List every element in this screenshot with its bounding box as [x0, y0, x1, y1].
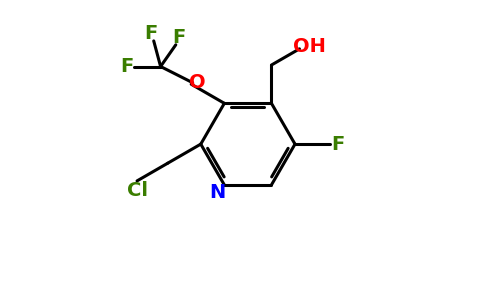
Text: F: F — [172, 28, 185, 47]
Text: Cl: Cl — [126, 181, 148, 200]
Text: F: F — [120, 57, 134, 76]
Text: OH: OH — [293, 37, 326, 56]
Text: F: F — [332, 135, 345, 154]
Text: O: O — [189, 73, 206, 92]
Text: N: N — [209, 183, 225, 202]
Text: F: F — [144, 24, 157, 43]
